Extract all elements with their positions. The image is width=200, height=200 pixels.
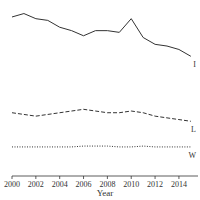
x-tick (35, 176, 36, 179)
chart-root: 20002002200420062008201020122014YearILW (0, 0, 200, 200)
series-line (12, 14, 191, 57)
x-tick (59, 176, 60, 179)
series-label: I (193, 60, 196, 69)
x-tick (155, 176, 156, 179)
x-tick (178, 176, 179, 179)
x-tick (12, 176, 13, 179)
series-line (12, 146, 191, 148)
x-tick-label: 2014 (171, 180, 187, 189)
x-tick (131, 176, 132, 179)
x-tick (83, 176, 84, 179)
x-axis-line (12, 176, 198, 177)
x-tick-label: 2002 (28, 180, 44, 189)
x-tick-label: 2000 (4, 180, 20, 189)
series-line (12, 109, 191, 121)
chart-svg: 20002002200420062008201020122014YearILW (0, 0, 200, 200)
x-tick (107, 176, 108, 179)
x-tick-label: 2010 (123, 180, 139, 189)
x-tick-label: 2004 (52, 180, 68, 189)
x-tick-label: 2006 (76, 180, 92, 189)
plot-area (12, 14, 191, 147)
series-label: L (191, 125, 196, 134)
x-axis-label: Year (97, 188, 114, 198)
x-tick-label: 2012 (147, 180, 163, 189)
series-label: W (188, 151, 196, 160)
